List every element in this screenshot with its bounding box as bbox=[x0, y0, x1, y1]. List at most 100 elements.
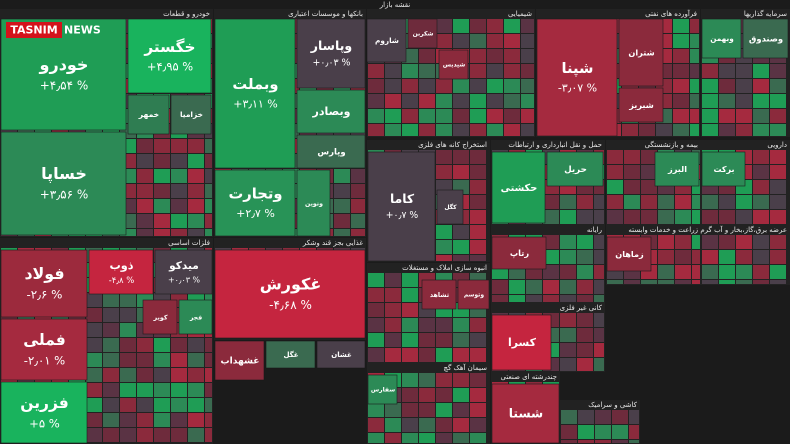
mosaic-tile bbox=[436, 333, 452, 347]
stock-name: کسرا bbox=[508, 336, 537, 349]
mosaic-tile bbox=[436, 433, 452, 443]
mosaic-tile bbox=[419, 94, 435, 108]
mosaic-tile bbox=[736, 64, 752, 78]
mosaic-tile bbox=[154, 368, 170, 382]
mosaic-tile bbox=[595, 425, 611, 439]
stock-name: وتوسم bbox=[464, 292, 485, 299]
mosaic-tile bbox=[436, 109, 452, 123]
mosaic-tile bbox=[436, 19, 452, 33]
mosaic-tile bbox=[675, 195, 691, 209]
sector-label: سرمایه گذاریها bbox=[744, 9, 787, 18]
mosaic-tile bbox=[120, 293, 136, 307]
mosaic-tile bbox=[594, 210, 604, 224]
mosaic-tile bbox=[205, 169, 212, 183]
mosaic-tile bbox=[504, 124, 520, 136]
mosaic-tile bbox=[385, 124, 401, 136]
mosaic-tile bbox=[770, 124, 786, 136]
mosaic-tile bbox=[673, 19, 689, 33]
mosaic-tile bbox=[436, 318, 452, 332]
mosaic-tile bbox=[692, 265, 700, 279]
stock-name: شبریز bbox=[628, 100, 654, 111]
mosaic-tile bbox=[368, 433, 384, 443]
mosaic-tile bbox=[753, 180, 769, 194]
stock-name: وپارس bbox=[317, 148, 345, 158]
mosaic-tile bbox=[736, 265, 752, 279]
mosaic-tile bbox=[453, 150, 469, 164]
mosaic-tile bbox=[436, 34, 452, 48]
stock-tile bbox=[491, 383, 560, 444]
mosaic-tile bbox=[470, 210, 486, 224]
mosaic-tile bbox=[402, 333, 418, 347]
mosaic-tile bbox=[673, 79, 689, 93]
mosaic-tile bbox=[470, 433, 486, 443]
mosaic-tile bbox=[770, 210, 786, 224]
map-title: نقشه بازار bbox=[379, 1, 411, 9]
mosaic-tile bbox=[171, 383, 187, 397]
mosaic-tile bbox=[526, 280, 542, 294]
mosaic-tile bbox=[385, 273, 401, 287]
mosaic-tile bbox=[188, 338, 204, 352]
mosaic-tile bbox=[770, 280, 786, 284]
mosaic-tile bbox=[658, 280, 674, 284]
mosaic-tile bbox=[470, 333, 486, 347]
sector: سیمان آهک گچ سفارس bbox=[367, 363, 490, 444]
mosaic-tile bbox=[188, 154, 204, 168]
mosaic-tile bbox=[719, 195, 735, 209]
mosaic-tile bbox=[453, 94, 469, 108]
sector: فلزات اساسی فولاد -۲٫۶ % فملی -۲٫۰۱ % فزرین +۵… bbox=[0, 238, 213, 444]
mosaic-tile bbox=[137, 338, 153, 352]
sector-label: انبوه سازی املاک و مستغلات bbox=[402, 264, 487, 272]
mosaic-tile bbox=[453, 333, 469, 347]
stock-name: ونوین bbox=[305, 201, 323, 208]
mosaic-tile bbox=[368, 403, 384, 417]
mosaic-tile bbox=[171, 214, 187, 228]
mosaic-tile bbox=[504, 109, 520, 123]
mosaic-tile bbox=[702, 210, 718, 224]
stock-tile bbox=[491, 236, 547, 270]
stock-name: میدکو bbox=[168, 260, 199, 272]
mosaic-tile bbox=[770, 94, 786, 108]
mosaic-tile bbox=[612, 440, 628, 443]
mosaic-tile bbox=[419, 49, 435, 63]
mosaic-tile bbox=[504, 94, 520, 108]
sector: دارویی برکت bbox=[701, 140, 790, 225]
mosaic-tile bbox=[103, 383, 119, 397]
mosaic-tile bbox=[470, 373, 486, 387]
mosaic-tile bbox=[607, 180, 623, 194]
mosaic-tile bbox=[521, 79, 534, 93]
mosaic-tile bbox=[453, 348, 469, 362]
sector-label: غذایی بجز قند وشکر bbox=[302, 239, 364, 247]
mosaic-tile bbox=[137, 383, 153, 397]
mosaic-tile bbox=[402, 79, 418, 93]
stock-name: غگل bbox=[283, 350, 298, 359]
mosaic-tile bbox=[560, 280, 576, 294]
mosaic-tile bbox=[436, 124, 452, 136]
stock-tile bbox=[407, 18, 438, 49]
mosaic-tile bbox=[561, 440, 577, 443]
mosaic-tile bbox=[560, 343, 576, 357]
mosaic-tile bbox=[154, 398, 170, 412]
stock-tile bbox=[606, 236, 652, 272]
mosaic-tile bbox=[719, 250, 735, 264]
mosaic-tile bbox=[103, 368, 119, 382]
mosaic-tile bbox=[719, 94, 735, 108]
stock-name: شپدیس bbox=[443, 62, 466, 69]
mosaic-tile bbox=[419, 418, 435, 432]
mosaic-tile bbox=[673, 109, 689, 123]
mosaic-tile bbox=[492, 295, 508, 302]
mosaic-tile bbox=[103, 293, 119, 307]
sector-label: بانکها و موسسات اعتباری bbox=[288, 10, 363, 18]
mosaic-tile bbox=[137, 413, 153, 427]
mosaic-tile bbox=[641, 180, 657, 194]
stock-change: -۲٫۶ % bbox=[27, 288, 63, 302]
stock-change: +۳٫۱۱ % bbox=[233, 97, 278, 110]
mosaic-tile bbox=[137, 199, 153, 213]
mosaic-tile bbox=[612, 425, 628, 439]
mosaic-tile bbox=[504, 49, 520, 63]
stock-name: کویر bbox=[152, 315, 167, 322]
mosaic-tile bbox=[560, 195, 576, 209]
mosaic-tile bbox=[154, 169, 170, 183]
mosaic-tile bbox=[470, 34, 486, 48]
mosaic-tile bbox=[402, 94, 418, 108]
mosaic-tile bbox=[86, 308, 102, 322]
